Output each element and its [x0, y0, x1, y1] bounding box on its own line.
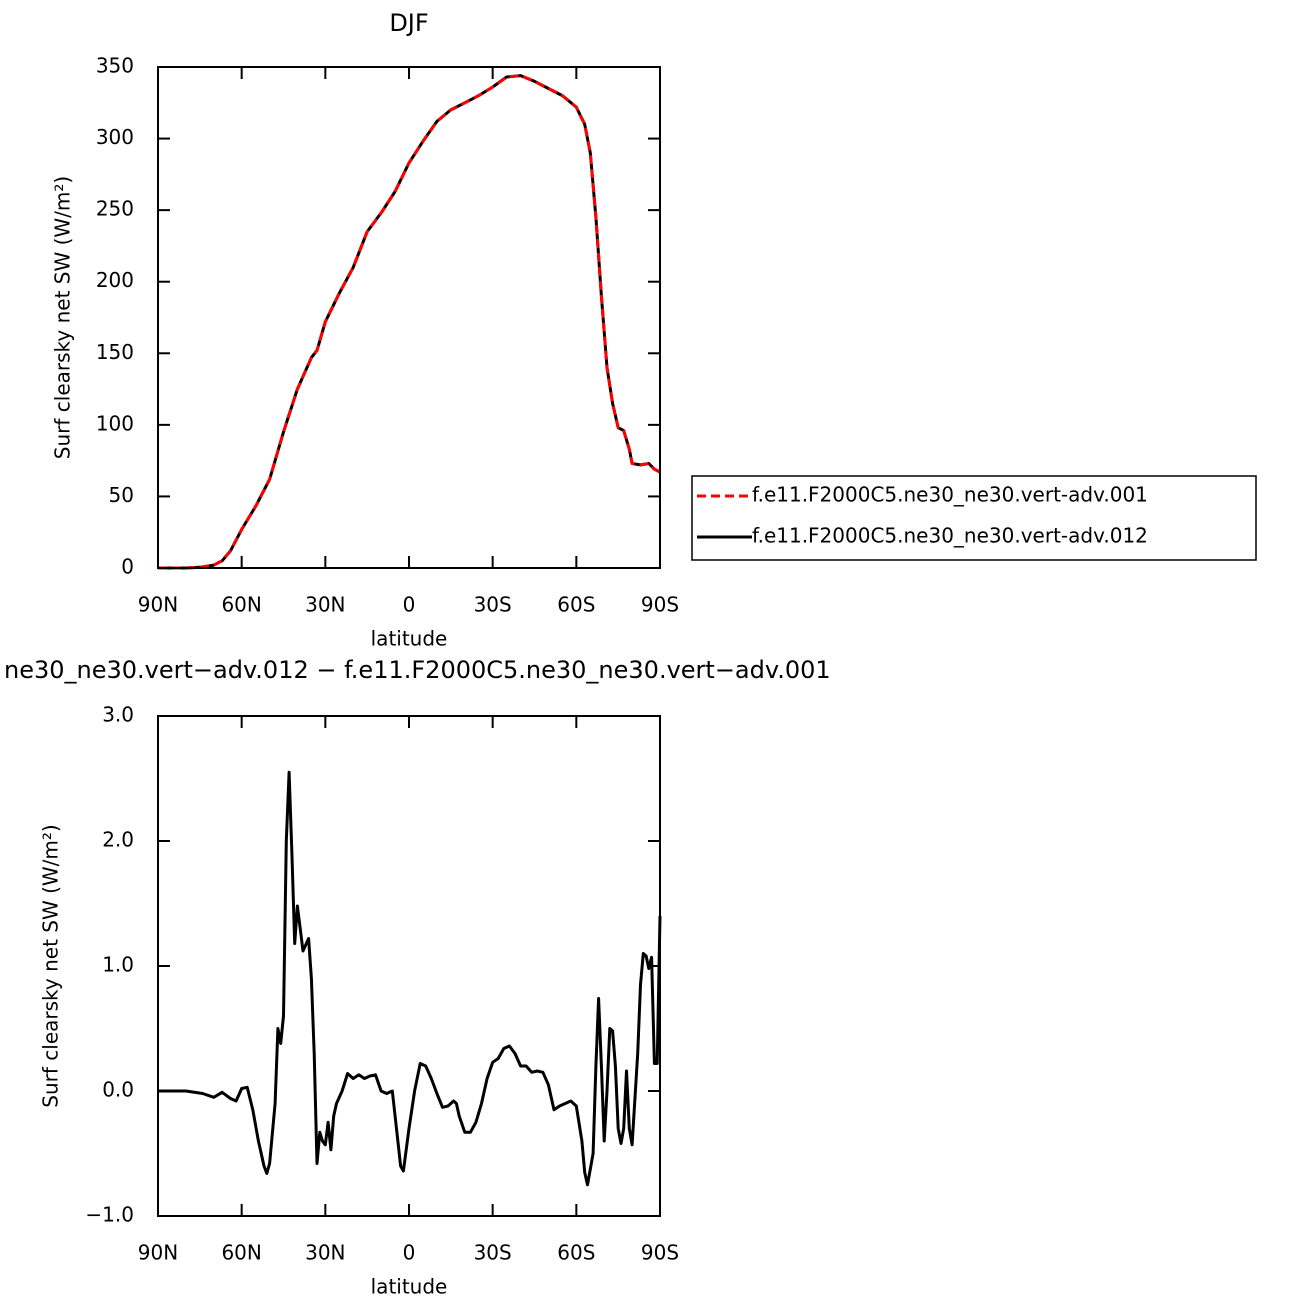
x-axis-label: latitude — [371, 1275, 448, 1299]
data-line — [158, 74, 661, 570]
y-tick-label: 0 — [121, 555, 134, 579]
y-tick-label: 50 — [109, 483, 134, 507]
chart-title: ne30_ne30.vert−adv.012 − f.e11.F2000C5.n… — [4, 656, 831, 684]
data-line — [158, 74, 661, 570]
y-axis-label: Surf clearsky net SW (W/m²) — [51, 176, 75, 459]
y-tick-label: −1.0 — [85, 1203, 134, 1227]
x-tick-label: 90S — [641, 593, 679, 617]
y-tick-label: 3.0 — [102, 703, 134, 727]
x-tick-label: 30N — [305, 593, 345, 617]
legend-label: f.e11.F2000C5.ne30_ne30.vert-adv.012 — [752, 524, 1148, 548]
y-tick-label: 300 — [96, 125, 134, 149]
x-tick-label: 0 — [403, 1241, 416, 1265]
y-tick-label: 200 — [96, 268, 134, 292]
y-tick-label: 150 — [96, 340, 134, 364]
data-line — [158, 770, 662, 1187]
plot-frame — [157, 66, 661, 569]
legend-label: f.e11.F2000C5.ne30_ne30.vert-adv.001 — [752, 483, 1148, 507]
x-tick-label: 30S — [474, 1241, 512, 1265]
y-tick-label: 100 — [96, 411, 134, 435]
x-tick-label: 90S — [641, 1241, 679, 1265]
x-axis-label: latitude — [371, 627, 448, 651]
y-tick-label: 250 — [96, 197, 134, 221]
x-tick-label: 0 — [403, 593, 416, 617]
y-tick-label: 1.0 — [102, 953, 134, 977]
y-tick-label: 350 — [96, 54, 134, 78]
x-tick-label: 60N — [221, 1241, 261, 1265]
x-tick-label: 60N — [221, 593, 261, 617]
y-tick-label: 0.0 — [102, 1078, 134, 1102]
x-tick-label: 30S — [474, 593, 512, 617]
x-tick-label: 30N — [305, 1241, 345, 1265]
plot-frame — [157, 715, 661, 1217]
chart-title: DJF — [389, 9, 428, 37]
legend-box — [691, 475, 1257, 561]
x-tick-label: 60S — [557, 593, 595, 617]
x-tick-label: 90N — [138, 1241, 178, 1265]
x-tick-label: 90N — [138, 593, 178, 617]
y-tick-label: 2.0 — [102, 828, 134, 852]
y-axis-label: Surf clearsky net SW (W/m²) — [39, 824, 63, 1107]
x-tick-label: 60S — [557, 1241, 595, 1265]
